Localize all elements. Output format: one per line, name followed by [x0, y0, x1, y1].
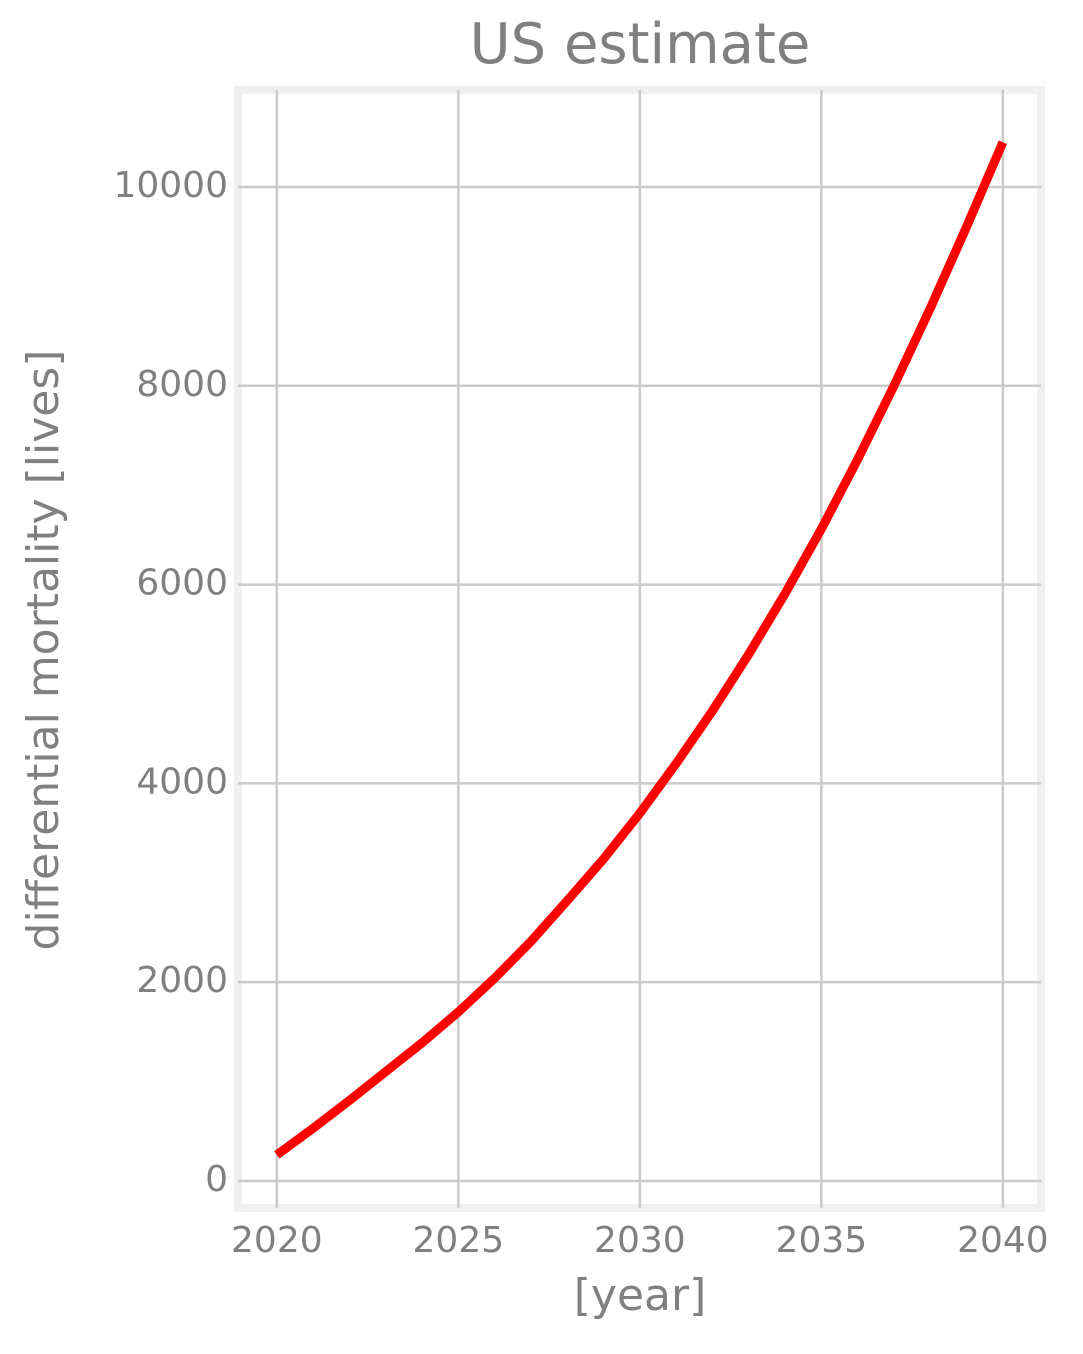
x-tick-label: 2025	[413, 1220, 505, 1261]
x-tick-label: 2040	[957, 1220, 1049, 1261]
y-tick-label: 0	[205, 1159, 228, 1200]
y-tick-label: 4000	[136, 761, 228, 802]
y-tick-label: 10000	[113, 165, 228, 206]
y-tick-label: 6000	[136, 563, 228, 604]
y-tick-label: 8000	[136, 364, 228, 405]
x-tick-label: 2030	[594, 1220, 686, 1261]
plot	[274, 140, 1008, 1159]
chart-title: US estimate	[470, 12, 811, 77]
y-axis-label: differential mortality [lives]	[18, 350, 69, 951]
data-line	[274, 140, 1008, 1159]
grid	[238, 90, 1041, 1208]
x-tick-label: 2020	[231, 1220, 323, 1261]
x-tick-label: 2035	[776, 1220, 868, 1261]
y-tick-label: 2000	[136, 960, 228, 1001]
x-axis-label: [year]	[574, 1270, 707, 1321]
